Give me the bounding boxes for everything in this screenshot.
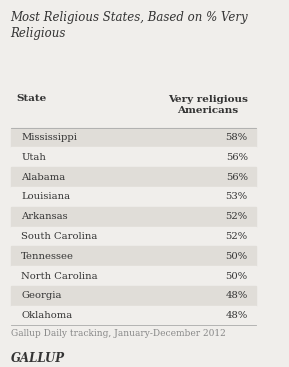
Text: Tennessee: Tennessee	[21, 252, 74, 261]
Text: State: State	[16, 94, 46, 102]
Text: 48%: 48%	[225, 291, 248, 300]
Text: Very religious
Americans: Very religious Americans	[168, 95, 248, 115]
Text: Arkansas: Arkansas	[21, 212, 68, 221]
Text: 48%: 48%	[225, 311, 248, 320]
Bar	[11, 128, 256, 148]
Bar	[11, 167, 256, 187]
Bar	[11, 266, 256, 286]
Bar	[11, 148, 256, 167]
Text: 52%: 52%	[226, 212, 248, 221]
Text: 53%: 53%	[226, 192, 248, 201]
Text: Alabama: Alabama	[21, 172, 66, 182]
Text: 50%: 50%	[226, 252, 248, 261]
Text: South Carolina: South Carolina	[21, 232, 98, 241]
Bar	[11, 187, 256, 207]
Text: Most Religious States, Based on % Very
Religious: Most Religious States, Based on % Very R…	[11, 11, 248, 40]
Bar	[11, 246, 256, 266]
Text: 50%: 50%	[226, 272, 248, 280]
Bar	[11, 226, 256, 246]
Text: 56%: 56%	[226, 153, 248, 162]
Text: Gallup Daily tracking, January-December 2012: Gallup Daily tracking, January-December …	[11, 329, 225, 338]
Bar	[11, 286, 256, 306]
Bar	[11, 306, 256, 326]
Bar	[11, 207, 256, 226]
Text: Louisiana: Louisiana	[21, 192, 71, 201]
Text: GALLUP: GALLUP	[11, 352, 65, 366]
Text: 58%: 58%	[226, 133, 248, 142]
Text: North Carolina: North Carolina	[21, 272, 98, 280]
Text: Oklahoma: Oklahoma	[21, 311, 73, 320]
Text: 52%: 52%	[226, 232, 248, 241]
Text: Utah: Utah	[21, 153, 46, 162]
Text: 56%: 56%	[226, 172, 248, 182]
Text: Mississippi: Mississippi	[21, 133, 77, 142]
Text: Georgia: Georgia	[21, 291, 62, 300]
